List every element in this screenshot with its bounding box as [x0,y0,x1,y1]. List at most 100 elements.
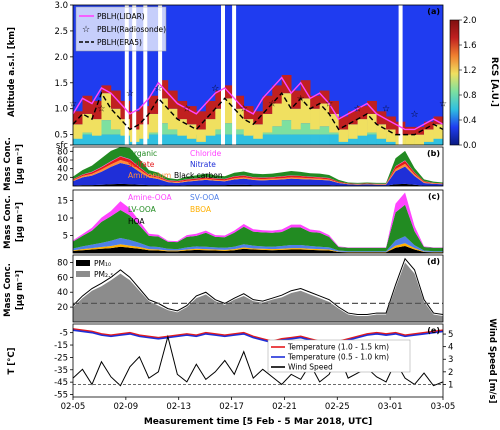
y-tick-label: 2.5 [54,27,68,37]
colorbar-tick-label: 0.4 [463,116,477,126]
heatmap-cell [215,129,226,135]
frame-e [72,323,444,398]
heatmap-cell [158,98,169,124]
y-tick-label: 60 [57,273,68,283]
legend-label: Sulfate [128,160,155,169]
panel-d: PM₁₀ PM₂.₅ 20 40 60 80 Mass Conc. [μg m⁻³] (d) [3,254,444,323]
heatmap-cell [291,134,301,145]
heatmap-cell [224,123,235,135]
heatmap-cell [234,134,245,145]
heatmap-cell [338,116,349,130]
colorbar-tick-label: 1.2 [463,66,477,76]
heatmap-cell [433,124,444,139]
heatmap-cell [186,134,197,145]
y-tick-label: 60 [57,156,68,166]
area-series-1 [73,163,443,186]
heatmap-cell [367,134,377,145]
legend-label: PBLH(Radiosonde) [97,25,166,34]
colorbar-tick-label: 2.0 [463,16,477,26]
heatmap-cell [243,119,254,136]
heatmap-cell [82,95,93,114]
heatmap-cell [386,116,396,130]
y-tick-label: 40 [57,288,68,298]
legend-c: HOA BBOA SV-OOA LV-OOA Amine-OOA [128,193,220,226]
heatmap-cell [73,124,83,139]
y-tick-label: 2.0 [54,53,68,63]
heatmap-cell [262,132,273,135]
y-tick-label: 15 [57,197,68,207]
heatmap-cell [300,134,311,145]
area-series-3 [73,204,443,252]
y-tick-label: 5 [63,232,68,242]
heatmap-cell [300,123,311,135]
radiosonde-point: ☆ [354,105,362,115]
heatmap-cell [319,103,330,127]
legend-label: Temperature (1.0 - 1.5 km) [287,343,389,352]
heatmap-cell [110,129,121,135]
legend-label: Amine-OOA [128,193,172,202]
heatmap-cell [215,108,226,130]
heatmap-cell [310,95,320,109]
heatmap-cell [167,129,178,135]
data-gap [158,5,163,145]
y-tick-label: 0.5 [54,131,68,141]
y-axis-label-d: Mass Conc. [3,263,13,317]
panel-e: Temperature (1.0 - 1.5 km)Temperature (0… [7,319,497,404]
heatmap-cell [424,121,434,130]
legend-label: Black carbon [174,171,223,180]
heatmap-cell [319,126,330,135]
heatmap-cell [262,113,273,133]
heatmap-cell [148,134,159,145]
heatmap-cell [414,126,425,135]
y-tick-label: 40 [57,165,68,175]
y2-tick-label: 4 [448,343,453,353]
x-tick-label: 02-21 [272,402,297,412]
y2-tick-label: 2 [448,368,453,378]
heatmap-cell [262,134,273,145]
heatmap-cell [158,134,169,145]
legend-label: Nitrate [190,160,216,169]
y-tick-label: -25 [54,353,68,363]
radiosonde-point: ☆ [240,105,248,115]
heatmap-cell [205,100,216,120]
heatmap-cell [110,134,121,145]
heatmap-cell [376,111,387,125]
heatmap-cell [319,134,330,145]
radiosonde-point: ☆ [97,105,105,115]
frame-a [72,4,444,146]
heatmap-cell [310,134,320,145]
heatmap-cell [224,134,235,145]
heatmap-cell [253,111,264,125]
legend-a: PBLH(LIDAR) ☆ PBLH(Radiosonde) PBLH(ERA5) [75,6,167,52]
heatmap-cell [82,113,93,133]
area-series-2 [73,236,443,252]
heatmap-cell [357,134,368,145]
heatmap-cell [386,129,396,142]
heatmap-cell [281,134,292,145]
area-pm25 [73,262,443,322]
heatmap-cell [310,129,320,135]
legend-label: Temperature (0.5 - 1.0 km) [287,353,389,362]
heatmap-cell [338,129,349,142]
legend-label: PM₂.₅ [94,270,113,279]
legend-label: LV-OOA [128,205,157,214]
heatmap-cell [243,134,254,145]
heatmap-cell [110,108,121,130]
panel-label-c: (c) [428,192,440,201]
heatmap-cell [177,134,188,145]
y-axis-unit-b: [μg m⁻³] [15,144,25,184]
legend-label: SV-OOA [190,193,220,202]
heatmap-cell [148,95,159,114]
legend-b: Black carbon Nitrate Ammonium Sulfate Chlori… [128,149,223,180]
y-tick-label: -55 [54,391,68,401]
heatmap-cell [291,90,301,109]
line-pm10 [72,257,444,316]
heatmap-cell [224,98,235,124]
series-line-2 [72,334,444,387]
legend-marker: ☆ [82,25,90,35]
area-series-5 [73,147,443,184]
heatmap-cell [281,93,292,121]
heatmap-cell [329,132,339,135]
panel-label-e: (e) [427,326,440,335]
area-series-3 [73,156,443,185]
